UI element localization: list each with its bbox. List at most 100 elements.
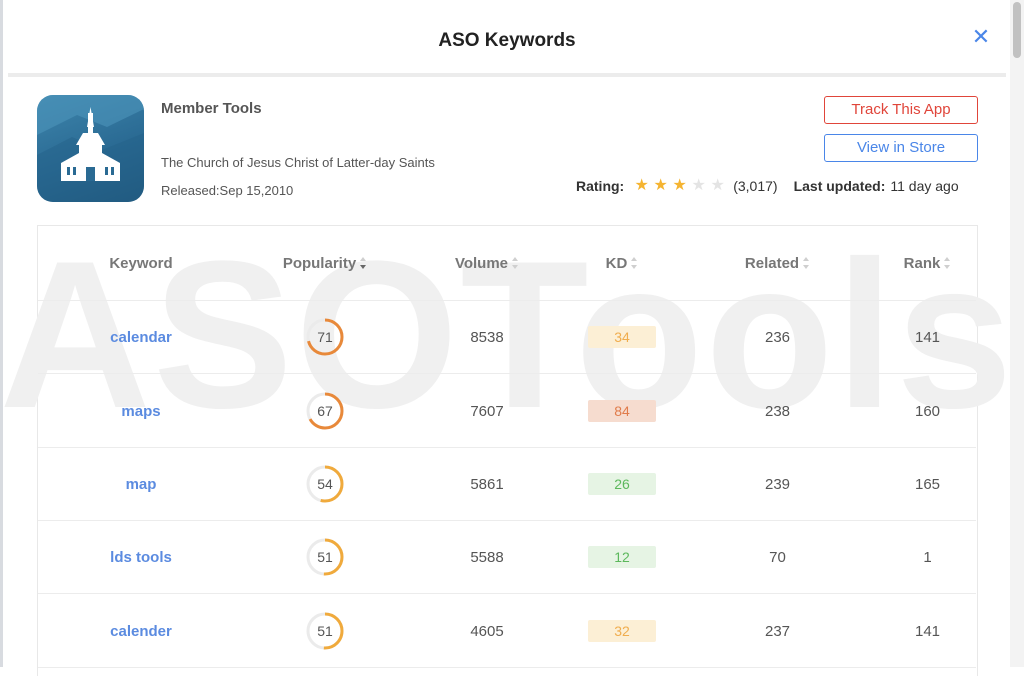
related-value[interactable]: 237 <box>764 622 791 640</box>
keyword-link[interactable]: lds tools <box>110 548 172 566</box>
keyword-link[interactable]: calendar <box>110 328 172 346</box>
popularity-cell: 51 <box>244 521 406 593</box>
kd-cell: 84 <box>568 375 676 447</box>
popularity-ring: 54 <box>305 464 345 504</box>
header-popularity[interactable]: Popularity <box>244 226 406 300</box>
popularity-ring: 71 <box>305 317 345 357</box>
volume-cell: 5588 <box>406 521 568 593</box>
header-volume[interactable]: Volume <box>406 226 568 300</box>
popularity-ring: 51 <box>305 537 345 577</box>
rating-label: Rating: <box>576 178 625 194</box>
star-icon: ★ <box>634 177 649 194</box>
table-row: calendar 71 8538 34 236 141 <box>38 301 976 374</box>
popularity-cell: 54 <box>244 448 406 520</box>
sort-icon[interactable] <box>512 257 519 269</box>
popularity-cell: 71 <box>244 301 406 373</box>
rank-value: 1 <box>923 548 932 566</box>
volume-value: 8538 <box>470 328 504 346</box>
related-value[interactable]: 70 <box>769 548 786 566</box>
popularity-value: 71 <box>317 329 333 345</box>
kd-cell: 32 <box>568 595 676 667</box>
header-rank[interactable]: Rank <box>879 226 976 300</box>
app-release-date: Released:Sep 15,2010 <box>161 183 294 198</box>
header-rank-label: Rank <box>903 254 941 272</box>
volume-cell: 7607 <box>406 375 568 447</box>
popularity-ring-graphic <box>306 612 344 650</box>
header-kd-label: KD <box>605 254 628 272</box>
keyword-link[interactable]: maps <box>121 402 161 420</box>
left-edge <box>0 0 3 667</box>
last-updated-value: 11 day ago <box>890 178 959 194</box>
kd-cell: 34 <box>568 301 676 373</box>
related-value[interactable]: 238 <box>764 402 791 420</box>
app-name: Member Tools <box>161 100 262 117</box>
last-updated-label: Last updated: <box>793 178 886 194</box>
star-icon: ★ <box>710 177 725 194</box>
rating-stars: ★ ★ ★ ★ ★ <box>632 177 727 195</box>
sort-desc-icon[interactable] <box>360 257 367 269</box>
table-row: map 54 5861 26 239 165 <box>38 448 976 521</box>
keyword-cell: maps <box>38 375 244 447</box>
table-row: calender 51 4605 32 237 141 <box>38 595 976 668</box>
table-header: Keyword Popularity Volume KD Related Ran… <box>38 226 976 301</box>
keyword-cell: lds tools <box>38 521 244 593</box>
star-icon: ★ <box>672 177 687 194</box>
popularity-ring: 51 <box>305 611 345 651</box>
related-cell: 238 <box>676 375 879 447</box>
sort-icon[interactable] <box>803 257 810 269</box>
header-related[interactable]: Related <box>676 226 879 300</box>
header-keyword: Keyword <box>38 226 244 300</box>
app-developer: The Church of Jesus Christ of Latter-day… <box>161 155 435 170</box>
rank-value: 165 <box>914 475 941 493</box>
sort-icon[interactable] <box>944 257 951 269</box>
popularity-value: 51 <box>317 623 333 639</box>
rank-cell: 160 <box>879 375 976 447</box>
keyword-link[interactable]: calender <box>110 622 172 640</box>
related-value[interactable]: 239 <box>764 475 791 493</box>
volume-value: 5588 <box>470 548 504 566</box>
kd-badge: 32 <box>588 620 656 642</box>
rank-cell: 141 <box>879 301 976 373</box>
kd-cell: 26 <box>568 448 676 520</box>
volume-value: 5861 <box>470 475 504 493</box>
close-icon[interactable]: ✕ <box>971 24 991 49</box>
header-divider <box>8 73 1006 77</box>
popularity-ring: 67 <box>305 391 345 431</box>
kd-badge: 12 <box>588 546 656 568</box>
track-app-button[interactable]: Track This App <box>824 96 978 124</box>
popularity-ring-graphic <box>306 318 344 356</box>
rank-cell: 1 <box>879 521 976 593</box>
view-in-store-button[interactable]: View in Store <box>824 134 978 162</box>
popularity-ring-graphic <box>306 392 344 430</box>
church-app-icon <box>37 95 144 202</box>
popularity-value: 67 <box>317 403 333 419</box>
related-value[interactable]: 236 <box>764 328 791 346</box>
volume-cell: 5861 <box>406 448 568 520</box>
kd-cell: 12 <box>568 521 676 593</box>
sort-icon[interactable] <box>631 257 638 269</box>
keyword-link[interactable]: map <box>125 475 157 493</box>
related-cell: 70 <box>676 521 879 593</box>
related-cell: 237 <box>676 595 879 667</box>
table-row: lds tools 51 5588 12 70 1 <box>38 521 976 594</box>
church-icon-graphic <box>37 95 144 202</box>
related-cell: 236 <box>676 301 879 373</box>
kd-badge: 26 <box>588 473 656 495</box>
header-related-label: Related <box>744 254 800 272</box>
header-keyword-label: Keyword <box>109 254 173 272</box>
kd-badge: 34 <box>588 326 656 348</box>
popularity-cell: 51 <box>244 595 406 667</box>
popularity-value: 54 <box>317 476 333 492</box>
popularity-ring-graphic <box>306 538 344 576</box>
modal-title: ASO Keywords <box>438 30 576 51</box>
kd-badge: 84 <box>588 400 656 422</box>
keyword-cell: calendar <box>38 301 244 373</box>
rank-cell: 141 <box>879 595 976 667</box>
header-kd[interactable]: KD <box>568 226 676 300</box>
rank-value: 141 <box>914 328 941 346</box>
scrollbar-thumb[interactable] <box>1013 2 1021 58</box>
volume-cell: 8538 <box>406 301 568 373</box>
star-icon: ★ <box>653 177 668 194</box>
scrollbar[interactable] <box>1010 0 1024 667</box>
